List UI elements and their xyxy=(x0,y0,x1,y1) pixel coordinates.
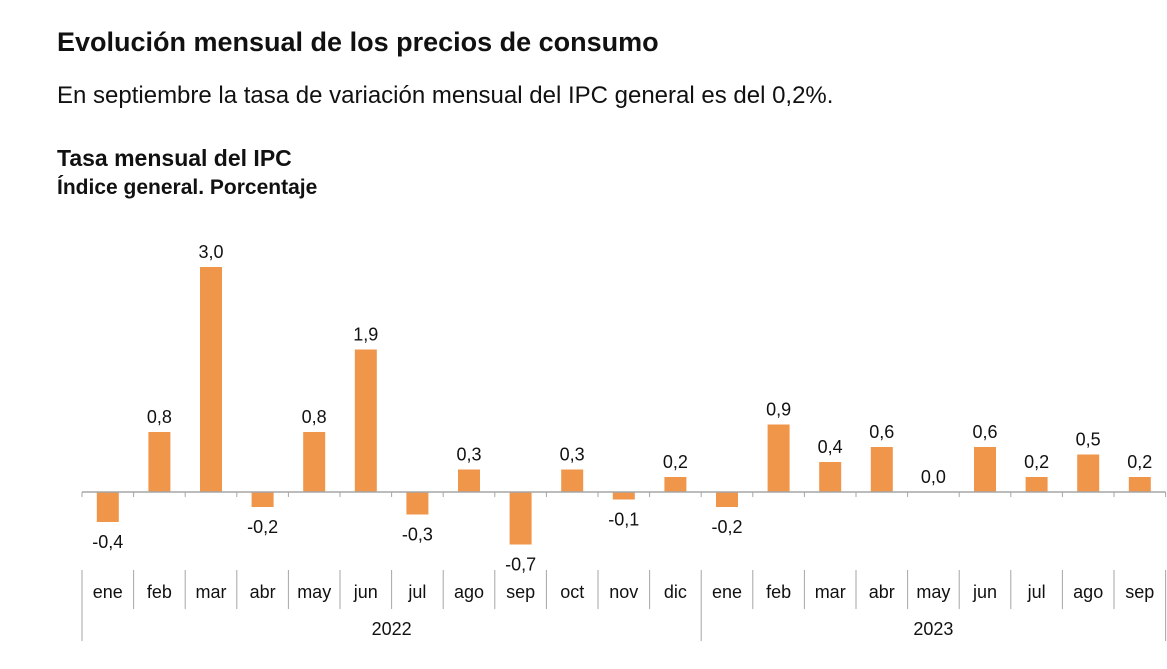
bar-value-label: 0,6 xyxy=(972,422,997,442)
bar xyxy=(509,492,532,545)
bar-value-label: 1,9 xyxy=(353,325,378,345)
bar xyxy=(561,469,584,492)
x-tick-label: dic xyxy=(664,582,687,602)
year-label: 2023 xyxy=(913,619,953,639)
bar-value-label: 0,2 xyxy=(1024,452,1049,472)
x-tick-label: abr xyxy=(250,582,276,602)
bar-value-label: -0,1 xyxy=(608,510,639,530)
bar xyxy=(1077,454,1100,492)
bar xyxy=(406,492,429,515)
x-tick-label: ene xyxy=(93,582,123,602)
x-tick-label: abr xyxy=(869,582,895,602)
bar xyxy=(251,492,274,507)
bar-value-label: -0,7 xyxy=(505,555,536,575)
x-tick-label: jul xyxy=(1027,582,1046,602)
x-tick-label: jun xyxy=(353,582,378,602)
x-tick-label: ene xyxy=(712,582,742,602)
bar xyxy=(354,349,377,492)
bar xyxy=(1128,477,1151,492)
bar xyxy=(96,492,119,522)
bar xyxy=(200,267,222,492)
bar-value-label: -0,3 xyxy=(402,525,433,545)
x-tick-label: oct xyxy=(560,582,584,602)
x-tick-label: jun xyxy=(972,582,997,602)
page-subtitle: En septiembre la tasa de variación mensu… xyxy=(57,82,834,109)
chart-subtitle: Índice general. Porcentaje xyxy=(57,176,318,199)
bar xyxy=(974,447,996,492)
bar-value-label: -0,2 xyxy=(247,517,278,537)
bar xyxy=(716,492,738,507)
x-tick-label: jul xyxy=(407,582,426,602)
bar-value-label: 3,0 xyxy=(198,242,223,262)
bar-value-label: 0,3 xyxy=(560,445,585,465)
chart-title: Tasa mensual del IPC xyxy=(57,145,292,171)
page-title: Evolución mensual de los precios de cons… xyxy=(57,27,659,57)
bar-value-label: 0,9 xyxy=(766,400,791,420)
x-tick-label: feb xyxy=(147,582,172,602)
bar-value-label: 0,6 xyxy=(869,422,894,442)
year-label: 2022 xyxy=(372,619,412,639)
bar-value-label: 0,0 xyxy=(921,467,946,487)
bar-value-label: 0,3 xyxy=(456,445,481,465)
bar-value-label: 0,8 xyxy=(147,407,172,427)
bar xyxy=(148,432,171,492)
bar xyxy=(1025,477,1048,492)
x-tick-label: mar xyxy=(815,582,846,602)
bar xyxy=(870,447,893,492)
bar xyxy=(819,462,842,492)
x-tick-label: may xyxy=(916,582,950,602)
bar-value-label: -0,4 xyxy=(92,532,123,552)
x-tick-label: mar xyxy=(196,582,227,602)
bar xyxy=(767,424,790,492)
bar-value-label: 0,2 xyxy=(1127,452,1152,472)
bar xyxy=(303,432,326,492)
bar-value-label: 0,4 xyxy=(818,437,843,457)
bar-value-label: 0,5 xyxy=(1076,430,1101,450)
x-tick-label: may xyxy=(297,582,331,602)
bar-value-label: 0,8 xyxy=(302,407,327,427)
x-tick-label: ago xyxy=(1073,582,1103,602)
bar-value-label: -0,2 xyxy=(711,517,742,537)
x-tick-label: ago xyxy=(454,582,484,602)
x-tick-label: nov xyxy=(609,582,638,602)
bar-value-label: 0,2 xyxy=(663,452,688,472)
x-tick-label: feb xyxy=(766,582,791,602)
bar xyxy=(664,477,687,492)
x-tick-label: sep xyxy=(506,582,535,602)
x-tick-label: sep xyxy=(1125,582,1154,602)
bar xyxy=(612,492,635,500)
bar xyxy=(458,469,480,492)
